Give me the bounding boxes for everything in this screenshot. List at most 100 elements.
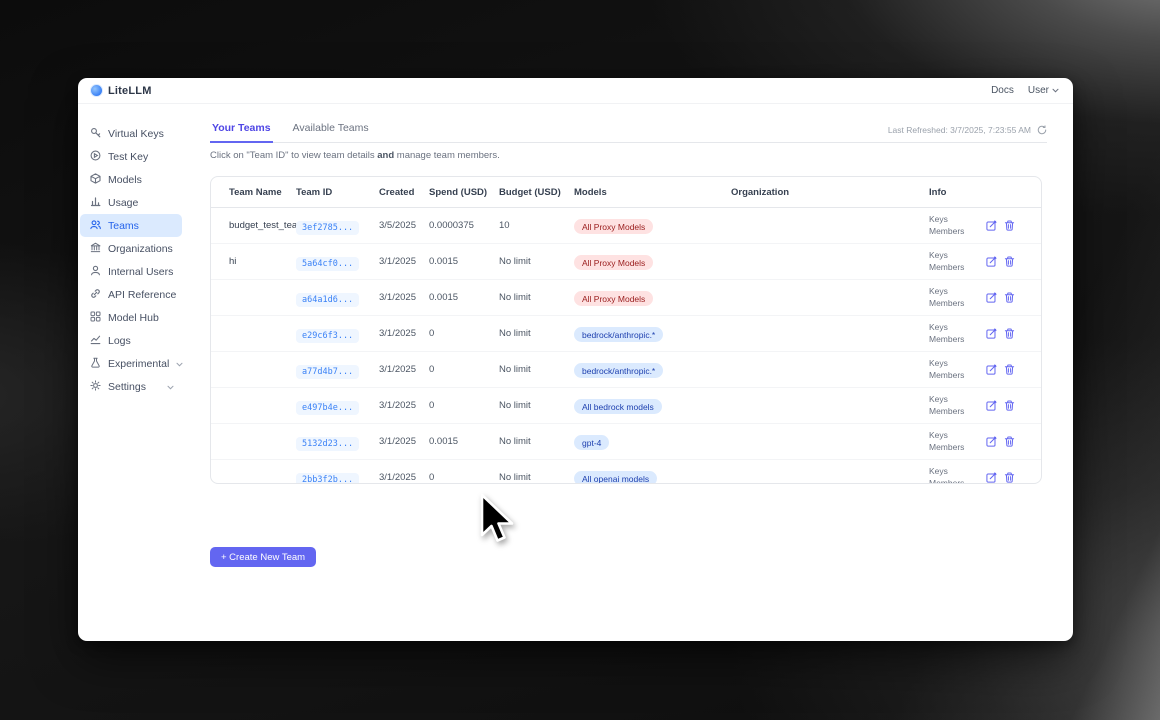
sidebar-item-api-reference[interactable]: API Reference (80, 283, 182, 306)
sidebar-item-label: Models (108, 173, 142, 186)
table-row: hi 5a64cf0... 3/1/2025 0.0015 No limit A… (211, 244, 1041, 280)
info-members-label: Members (929, 261, 965, 272)
sidebar-item-virtual-keys[interactable]: Virtual Keys (80, 122, 182, 145)
sidebar-item-label: Logs (108, 334, 131, 347)
spend-cell: 0 (429, 364, 435, 375)
models-badge: All openai models (574, 471, 658, 483)
created-cell: 3/1/2025 (379, 436, 416, 447)
delete-team-icon[interactable] (1004, 220, 1015, 231)
sidebar-item-label: Experimental (108, 357, 170, 370)
sidebar-item-logs[interactable]: Logs (80, 329, 182, 352)
main-content: Your Teams Available Teams Last Refreshe… (203, 104, 1073, 641)
chevron-down-icon (1052, 85, 1059, 96)
sidebar-item-organizations[interactable]: Organizations (80, 237, 182, 260)
edit-team-icon[interactable] (986, 328, 997, 339)
team-id-link[interactable]: 5132d23... (296, 436, 360, 451)
edit-team-icon[interactable] (986, 472, 997, 483)
edit-team-icon[interactable] (986, 292, 997, 303)
sidebar: Virtual Keys Test Key Models Usage Teams… (78, 104, 203, 641)
bar-chart-icon (90, 196, 101, 210)
sidebar-item-experimental[interactable]: Experimental (80, 352, 183, 375)
brand-name: LiteLLM (108, 84, 152, 97)
budget-cell: No limit (499, 364, 531, 375)
last-refreshed-text: Last Refreshed: 3/7/2025, 7:23:55 AM (887, 125, 1031, 135)
table-row: a64a1d6... 3/1/2025 0.0015 No limit All … (211, 280, 1041, 316)
col-header-spend: Spend (USD) (429, 186, 488, 198)
teams-table: Team Name Team ID Created Spend (USD) Bu… (210, 176, 1042, 484)
gear-icon (90, 379, 101, 394)
info-members-label: Members (929, 297, 965, 308)
info-cell: Keys Members (929, 394, 986, 417)
sidebar-item-label: Internal Users (108, 265, 174, 278)
delete-team-icon[interactable] (1004, 292, 1015, 303)
info-cell: Keys Members (929, 286, 986, 309)
tab-available-teams[interactable]: Available Teams (292, 122, 369, 134)
edit-team-icon[interactable] (986, 256, 997, 267)
team-id-link[interactable]: 5a64cf0... (296, 256, 360, 271)
col-header-created: Created (379, 186, 415, 198)
play-circle-icon (90, 150, 101, 164)
edit-team-icon[interactable] (986, 220, 997, 231)
team-name-cell: hi (229, 256, 237, 267)
sidebar-item-models[interactable]: Models (80, 168, 182, 191)
user-menu-label: User (1027, 85, 1049, 96)
sidebar-item-model-hub[interactable]: Model Hub (80, 306, 182, 329)
team-id-link[interactable]: 3ef2785... (296, 220, 360, 235)
team-id-link[interactable]: 2bb3f2b... (296, 472, 360, 483)
team-id-link[interactable]: a77d4b7... (296, 364, 360, 379)
info-members-label: Members (929, 405, 965, 416)
info-keys-label: Keys (929, 394, 948, 405)
bank-icon (90, 242, 101, 256)
models-badge: All Proxy Models (574, 255, 654, 270)
models-badge: All bedrock models (574, 399, 662, 414)
delete-team-icon[interactable] (1004, 256, 1015, 267)
team-id-link[interactable]: a64a1d6... (296, 292, 360, 307)
info-members-label: Members (929, 369, 965, 380)
delete-team-icon[interactable] (1004, 472, 1015, 483)
edit-team-icon[interactable] (986, 436, 997, 447)
tabs-row: Your Teams Available Teams Last Refreshe… (210, 120, 1047, 143)
info-cell: Keys Members (929, 322, 986, 345)
info-cell: Keys Members (929, 466, 986, 483)
delete-team-icon[interactable] (1004, 436, 1015, 447)
grid-icon (90, 311, 101, 325)
tab-your-teams[interactable]: Your Teams (210, 120, 273, 143)
user-menu[interactable]: User (1028, 85, 1059, 96)
table-row: 2bb3f2b... 3/1/2025 0 No limit All opena… (211, 460, 1041, 483)
sidebar-item-internal-users[interactable]: Internal Users (80, 260, 182, 283)
delete-team-icon[interactable] (1004, 400, 1015, 411)
spend-cell: 0.0000375 (429, 220, 474, 231)
create-new-team-button[interactable]: + Create New Team (210, 547, 317, 567)
col-header-team-name: Team Name (229, 186, 282, 198)
table-row: a77d4b7... 3/1/2025 0 No limit bedrock/a… (211, 352, 1041, 388)
sidebar-item-settings[interactable]: Settings (80, 375, 182, 398)
sidebar-item-label: Model Hub (108, 311, 159, 324)
delete-team-icon[interactable] (1004, 364, 1015, 375)
created-cell: 3/1/2025 (379, 256, 416, 267)
line-chart-icon (90, 334, 101, 348)
budget-cell: No limit (499, 400, 531, 411)
sidebar-item-label: Usage (108, 196, 139, 209)
team-name-cell: budget_test_team (229, 220, 306, 231)
brand: LiteLLM (90, 84, 152, 97)
sidebar-item-test-key[interactable]: Test Key (80, 145, 182, 168)
edit-team-icon[interactable] (986, 364, 997, 375)
info-cell: Keys Members (929, 430, 986, 453)
team-id-link[interactable]: e29c6f3... (296, 328, 360, 343)
spend-cell: 0.0015 (429, 292, 459, 303)
refresh-icon[interactable] (1037, 125, 1047, 135)
models-badge: gpt-4 (574, 435, 610, 450)
docs-link[interactable]: Docs (991, 85, 1014, 96)
sidebar-item-teams[interactable]: Teams (80, 214, 182, 237)
team-id-link[interactable]: e497b4e... (296, 400, 360, 415)
sidebar-item-usage[interactable]: Usage (80, 191, 182, 214)
budget-cell: No limit (499, 256, 531, 267)
delete-team-icon[interactable] (1004, 328, 1015, 339)
table-row: 5132d23... 3/1/2025 0.0015 No limit gpt-… (211, 424, 1041, 460)
edit-team-icon[interactable] (986, 400, 997, 411)
col-header-info: Info (929, 186, 947, 198)
spend-cell: 0 (429, 400, 435, 411)
col-header-organization: Organization (731, 186, 790, 198)
sidebar-item-label: Virtual Keys (108, 127, 164, 140)
info-cell: Keys Members (929, 250, 986, 273)
